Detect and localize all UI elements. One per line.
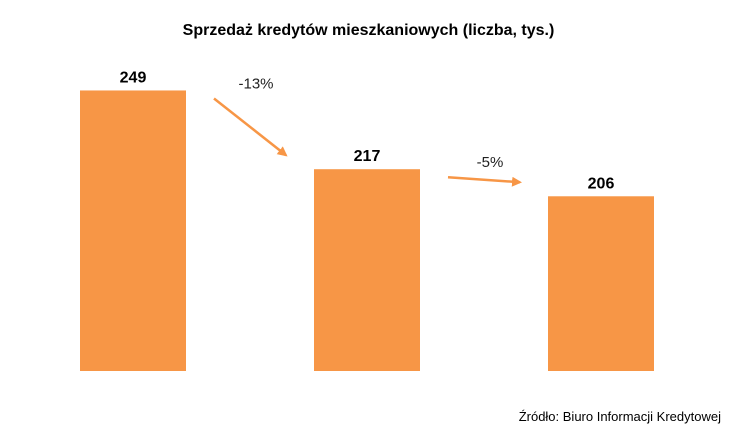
source-note: Źródło: Biuro Informacji Kredytowej: [518, 409, 721, 424]
data-label-2: 217: [354, 148, 381, 165]
bar-2: [314, 169, 420, 371]
data-label-1: 249: [120, 69, 147, 86]
data-label-3: 206: [588, 175, 615, 192]
change-arrows-layer: -13% -5%: [213, 75, 522, 187]
bars-layer: [80, 90, 654, 371]
bar-3: [548, 196, 654, 371]
change-arrow-1: [213, 97, 288, 157]
change-label-2: -5%: [477, 154, 504, 171]
change-label-1: -13%: [238, 75, 273, 92]
chart-title: Sprzedaż kredytów mieszkaniowych (liczba…: [182, 22, 555, 39]
bar-1: [80, 90, 186, 371]
data-labels-layer: 249 217 206: [120, 69, 615, 192]
change-arrow-2: [447, 175, 522, 187]
